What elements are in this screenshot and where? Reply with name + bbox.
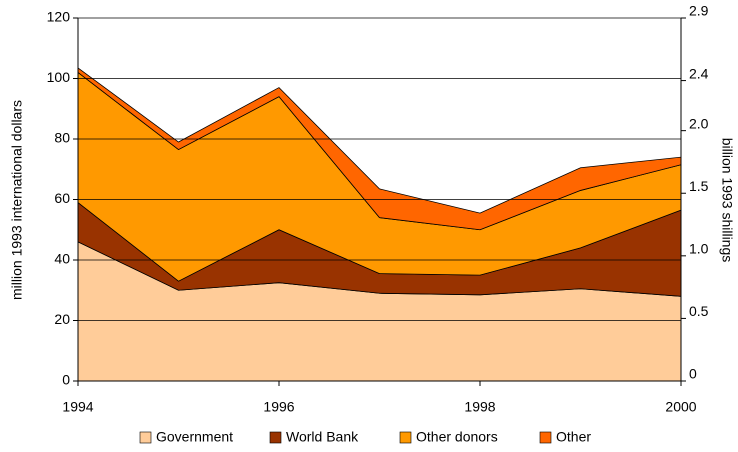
legend-label: Government xyxy=(156,429,233,445)
legend-label: World Bank xyxy=(286,429,359,445)
y2-tick-label: 1.5 xyxy=(689,178,709,194)
x-tick-label: 1994 xyxy=(62,399,93,415)
y-tick-label: 60 xyxy=(54,190,70,206)
y-axis-label: million 1993 international dollars xyxy=(9,100,25,300)
legend-swatch xyxy=(399,431,412,444)
y2-tick-label: 0 xyxy=(689,366,697,382)
y2-tick-label: 2.9 xyxy=(689,3,709,19)
y2-tick-label: 2.0 xyxy=(689,115,709,131)
legend-swatch xyxy=(269,431,282,444)
x-tick-label: 2000 xyxy=(665,399,696,415)
y-tick-label: 80 xyxy=(54,130,70,146)
x-tick-label: 1996 xyxy=(263,399,294,415)
y2-tick-label: 1.0 xyxy=(689,241,709,257)
y-tick-label: 40 xyxy=(54,251,70,267)
legend-swatch xyxy=(539,431,552,444)
y-tick-label: 0 xyxy=(62,372,70,388)
y2-tick-label: 2.4 xyxy=(689,65,709,81)
x-tick-label: 1998 xyxy=(464,399,495,415)
y2-tick-label: 0.5 xyxy=(689,303,709,319)
y-tick-label: 100 xyxy=(47,69,71,85)
legend-label: Other donors xyxy=(416,429,498,445)
legend-swatch xyxy=(139,431,152,444)
legend-label: Other xyxy=(556,429,591,445)
y2-axis-label: billion 1993 shillings xyxy=(719,138,735,263)
y-tick-label: 120 xyxy=(47,9,71,25)
y-tick-label: 20 xyxy=(54,311,70,327)
